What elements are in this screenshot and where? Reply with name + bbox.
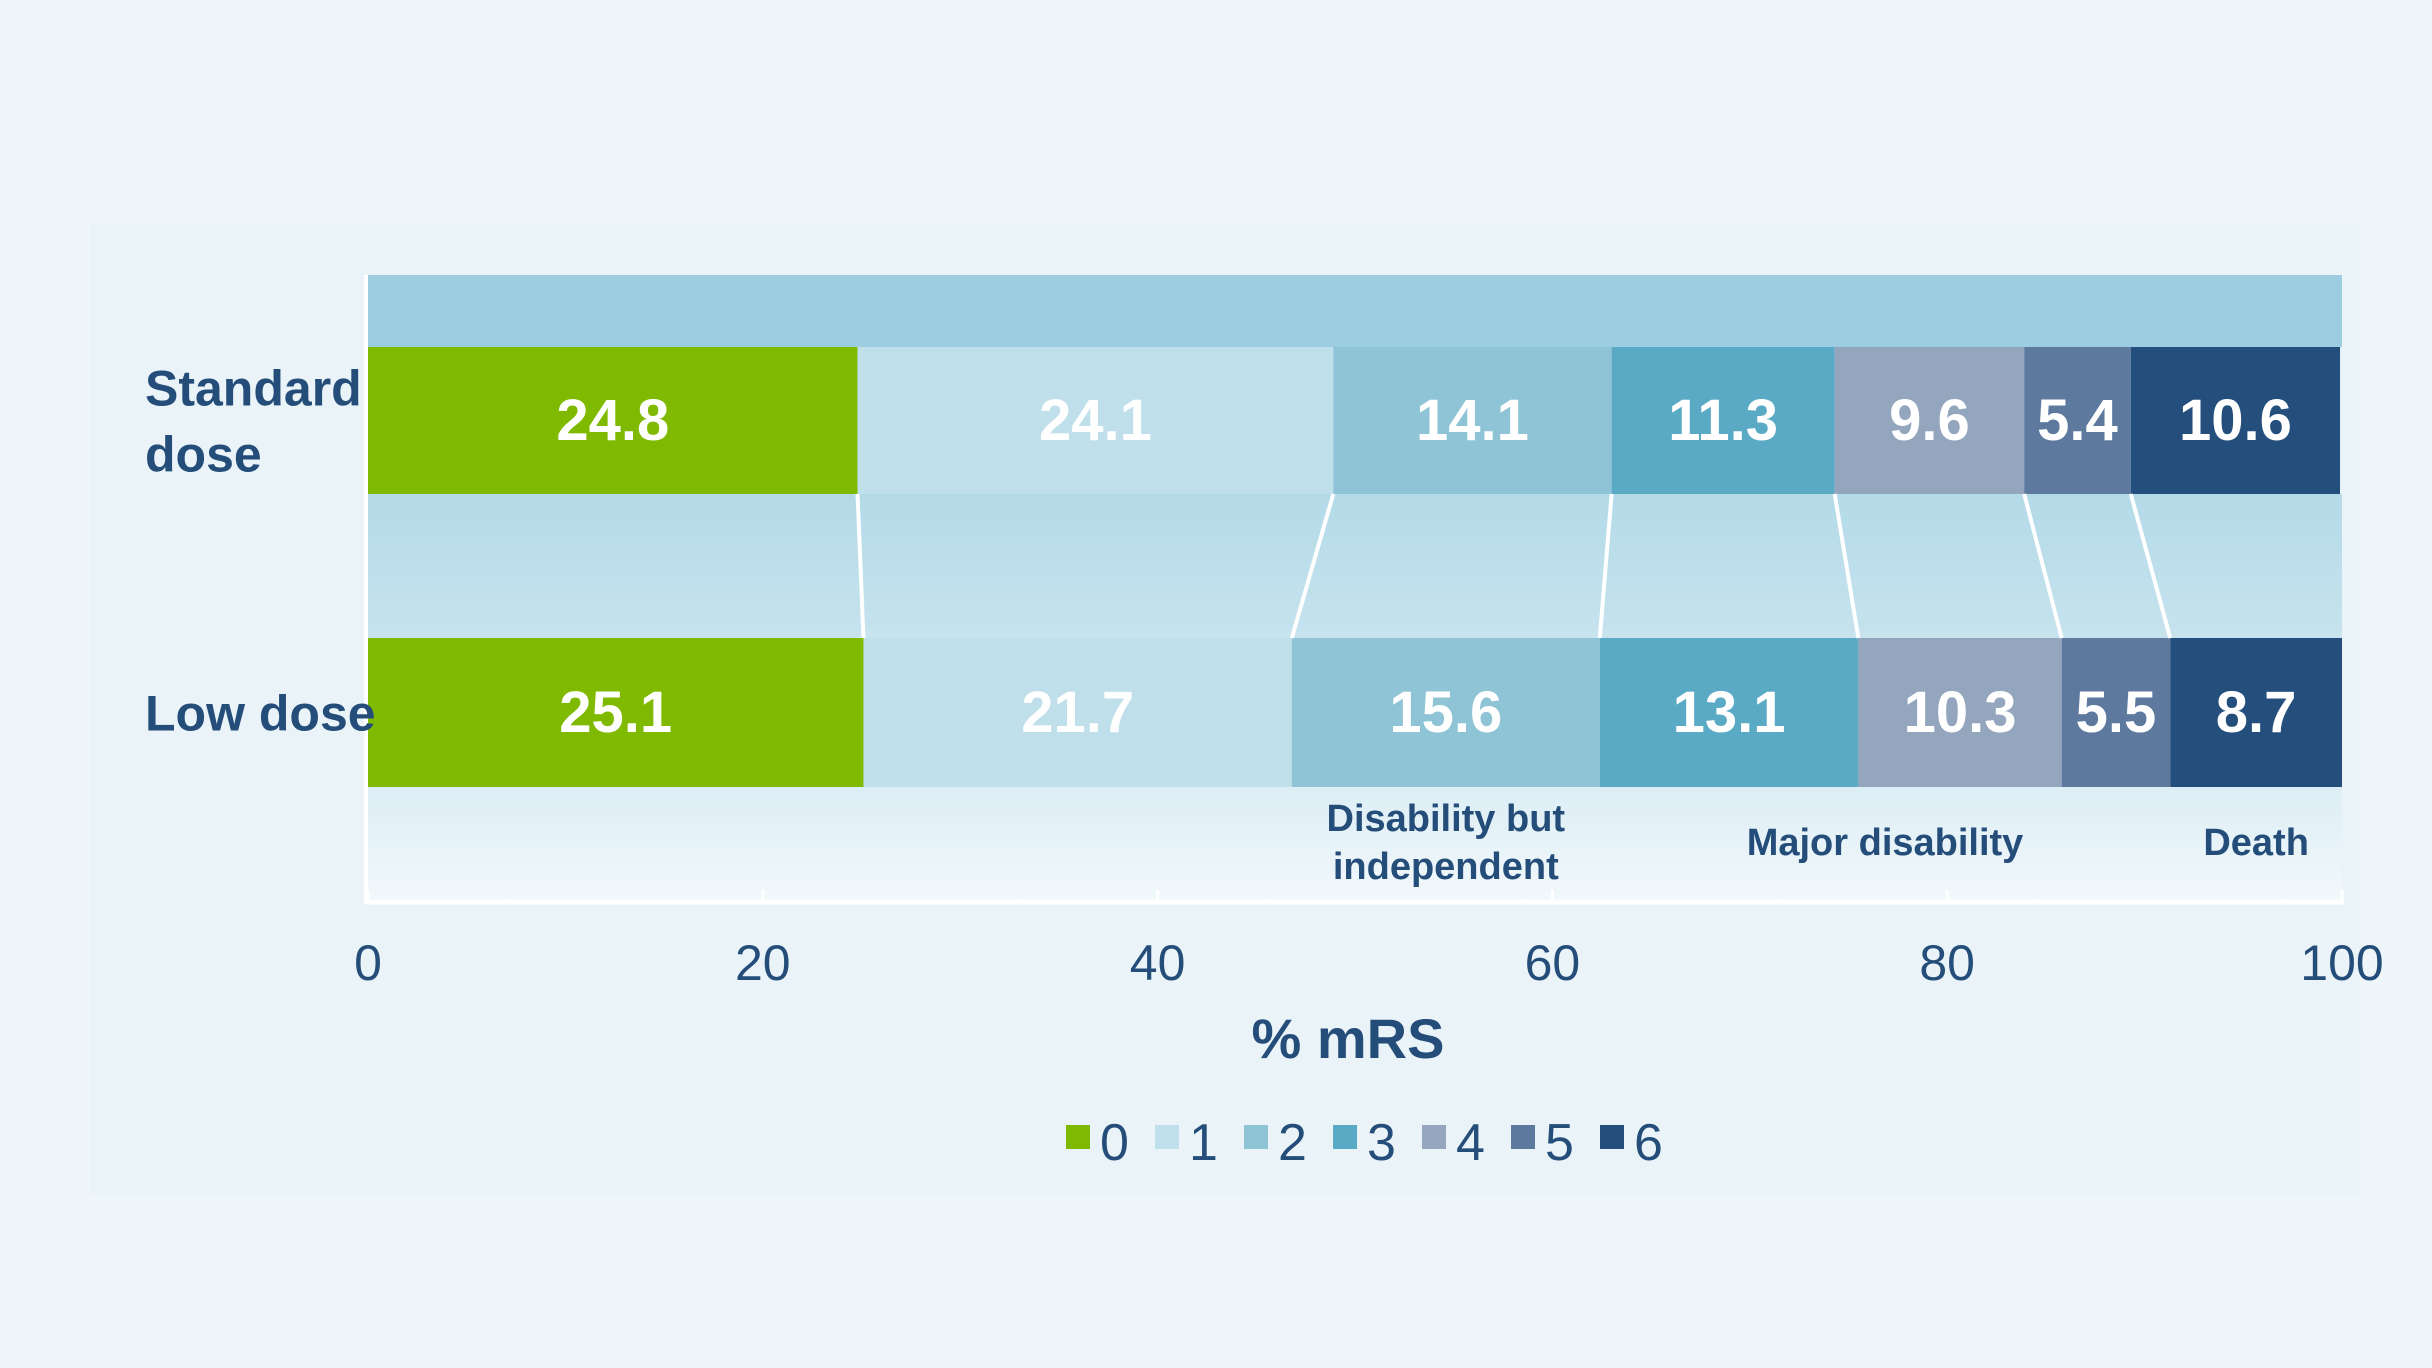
x-tick-label: 40	[1130, 935, 1186, 991]
data-label: 14.1	[1416, 388, 1529, 453]
data-label: 24.8	[556, 388, 669, 453]
row-label: Standard dose	[145, 361, 362, 483]
data-label: 5.5	[2076, 680, 2157, 745]
connector-line	[855, 493, 866, 639]
bar-segment-4	[1858, 638, 2062, 787]
connector-line	[2022, 493, 2064, 639]
data-label: 15.6	[1389, 680, 1502, 745]
group-annotation: Major disability	[1747, 822, 2024, 864]
legend-swatch	[1244, 1125, 1268, 1149]
bar-segment-1	[863, 638, 1292, 787]
data-label: 21.7	[1021, 680, 1134, 745]
connector-line	[1832, 493, 1861, 639]
x-tick-label: 0	[354, 935, 382, 991]
legend-swatch	[1511, 1125, 1535, 1149]
top-band	[368, 275, 2342, 347]
legend-swatch	[1333, 1125, 1357, 1149]
legend-label: 1	[1189, 1114, 1218, 1172]
x-tick-label: 100	[2300, 935, 2383, 991]
bar-segment-5	[2024, 347, 2131, 494]
legend-swatch	[1600, 1125, 1624, 1149]
group-annotation: Death	[2203, 822, 2309, 864]
group-annotation: Disability but independent	[1327, 798, 1566, 888]
data-label: 24.1	[1039, 388, 1152, 453]
connector-line	[2128, 493, 2173, 639]
bottom-band	[368, 787, 2342, 900]
bar-segment-1	[857, 347, 1334, 494]
bar-segment-4	[1834, 347, 2025, 494]
bar-segment-0	[368, 347, 858, 494]
bar-segment-2	[1291, 638, 1600, 787]
bar-segment-5	[2061, 638, 2171, 787]
data-label: 11.3	[1668, 388, 1778, 453]
data-label: 10.3	[1904, 680, 2017, 745]
legend-label: 6	[1634, 1114, 1663, 1172]
legend-label: 3	[1367, 1114, 1396, 1172]
bar-segment-6	[2170, 638, 2342, 787]
bar-segment-0	[368, 638, 864, 787]
bar-segment-2	[1333, 347, 1612, 494]
data-label: 25.1	[559, 680, 672, 745]
row-label: Low dose	[145, 686, 376, 742]
x-tick-label: 20	[735, 935, 791, 991]
bar-segment-3	[1599, 638, 1859, 787]
legend-label: 4	[1456, 1114, 1485, 1172]
data-label: 10.6	[2179, 388, 2292, 453]
connector-line	[1289, 493, 1336, 639]
legend-swatch	[1066, 1125, 1090, 1149]
legend-label: 5	[1545, 1114, 1574, 1172]
x-axis-label: % mRS	[1252, 1007, 1445, 1070]
bar-segment-6	[2130, 347, 2341, 494]
bar-segment-3	[1611, 347, 1835, 494]
data-label: 5.4	[2037, 388, 2118, 453]
gap-band	[368, 494, 2342, 638]
x-tick-label: 80	[1919, 935, 1975, 991]
legend-label: 0	[1100, 1114, 1129, 1172]
legend-swatch	[1422, 1125, 1446, 1149]
connector-line	[1597, 493, 1614, 639]
data-label: 8.7	[2216, 680, 2297, 745]
data-label: 13.1	[1673, 680, 1786, 745]
data-label: 9.6	[1889, 388, 1970, 453]
legend-swatch	[1155, 1125, 1179, 1149]
legend-label: 2	[1278, 1114, 1307, 1172]
x-tick-label: 60	[1525, 935, 1581, 991]
